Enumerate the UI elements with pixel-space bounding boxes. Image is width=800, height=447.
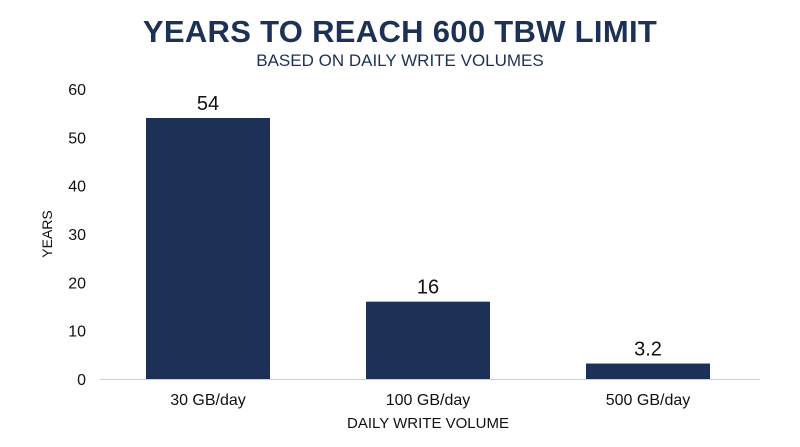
- y-tick-label: 10: [68, 324, 86, 341]
- bars: [146, 118, 710, 379]
- y-tick-label: 50: [68, 130, 86, 147]
- bar-value-label: 3.2: [634, 339, 662, 361]
- x-axis-ticks: 30 GB/day 100 GB/day 500 GB/day: [170, 392, 690, 409]
- bar: [146, 118, 270, 379]
- y-tick-label: 0: [77, 372, 86, 389]
- x-axis-label: DAILY WRITE VOLUME: [347, 415, 509, 432]
- x-tick-label: 500 GB/day: [606, 392, 691, 409]
- bar: [366, 301, 490, 379]
- bar: [586, 363, 710, 379]
- chart-title: YEARS TO REACH 600 TBW LIMIT: [142, 14, 658, 49]
- y-tick-label: 20: [68, 275, 86, 292]
- chart-subtitle: BASED ON DAILY WRITE VOLUMES: [256, 51, 544, 70]
- y-axis-ticks: 0 10 20 30 40 50 60: [68, 82, 86, 389]
- y-axis-label: YEARS: [39, 210, 55, 257]
- y-tick-label: 60: [68, 82, 86, 99]
- bar-value-label: 54: [197, 93, 219, 115]
- x-tick-label: 100 GB/day: [386, 392, 471, 409]
- bar-value-label: 16: [417, 277, 439, 299]
- y-tick-label: 30: [68, 227, 86, 244]
- y-tick-label: 40: [68, 179, 86, 196]
- data-labels: 54 16 3.2: [197, 93, 662, 361]
- x-tick-label: 30 GB/day: [170, 392, 246, 409]
